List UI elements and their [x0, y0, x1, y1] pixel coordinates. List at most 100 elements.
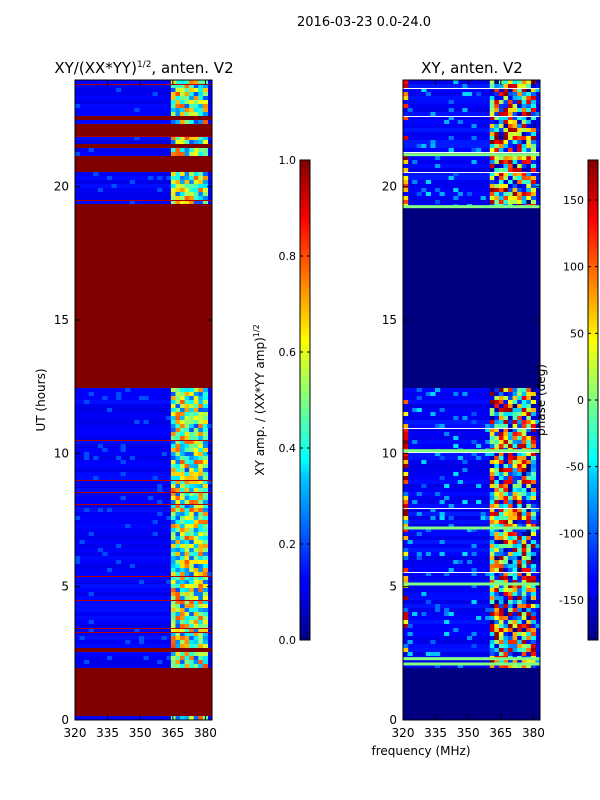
- colorbar-tick-label: 0.0: [279, 634, 297, 647]
- heat-cell: [175, 192, 181, 197]
- heat-cell: [106, 568, 113, 573]
- heat-cell: [517, 192, 523, 197]
- heat-cell: [193, 548, 199, 553]
- heat-row: [403, 524, 540, 529]
- heat-cell: [530, 636, 537, 641]
- heat-cell: [175, 564, 181, 569]
- heat-cell: [530, 564, 537, 569]
- heat-cell: [494, 436, 500, 441]
- heat-cell: [485, 608, 491, 613]
- heat-cell: [494, 596, 500, 601]
- heat-cell: [521, 596, 527, 601]
- heat-cell: [189, 716, 195, 720]
- heat-cell: [494, 660, 500, 665]
- heat-row: [75, 152, 212, 157]
- heat-cell: [494, 164, 500, 169]
- heat-cell: [189, 640, 195, 645]
- heat-cell: [184, 180, 190, 185]
- heat-cell: [189, 468, 195, 473]
- heat-cell: [494, 508, 500, 513]
- heat-cell: [430, 144, 436, 149]
- heat-cell: [517, 612, 523, 617]
- heat-cell: [498, 88, 505, 93]
- heat-cell: [184, 416, 190, 421]
- heat-cell: [503, 616, 509, 621]
- heat-cell: [170, 184, 177, 189]
- heat-row-saturated: [75, 268, 212, 273]
- heat-cell: [503, 652, 509, 657]
- heat-cell: [521, 100, 527, 105]
- heat-cell: [462, 500, 468, 505]
- heat-cell: [530, 604, 537, 609]
- heat-cell: [494, 480, 500, 485]
- heat-cell: [403, 624, 409, 629]
- heat-cell: [189, 148, 195, 153]
- heat-row-saturated: [75, 696, 212, 701]
- heat-cell: [530, 544, 537, 549]
- heat-cell: [189, 620, 195, 625]
- heat-cell: [138, 636, 145, 641]
- heat-cell: [88, 148, 94, 153]
- heat-cell: [508, 168, 514, 173]
- heat-cell: [503, 480, 509, 485]
- heat-cell: [116, 544, 122, 549]
- heat-row: [403, 252, 540, 257]
- heat-cell: [512, 616, 518, 621]
- heat-row: [75, 460, 212, 465]
- heat-cell: [521, 604, 527, 609]
- heat-cell: [193, 136, 199, 141]
- heat-row-saturated: [75, 116, 212, 121]
- heat-cell: [184, 596, 190, 601]
- heat-cell: [512, 100, 518, 105]
- heat-cell: [530, 524, 537, 529]
- heat-cell: [512, 184, 518, 189]
- heat-cell: [512, 432, 518, 437]
- heat-cell: [503, 104, 509, 109]
- heat-cell: [512, 396, 518, 401]
- heat-cell: [189, 140, 195, 145]
- heat-cell: [180, 196, 186, 201]
- colorbar-tick-label: -150: [559, 594, 584, 607]
- heat-cell: [489, 556, 495, 561]
- heat-row: [403, 460, 540, 465]
- heat-cell: [202, 532, 209, 537]
- heat-cell: [202, 96, 209, 101]
- heat-row: [403, 196, 540, 201]
- heat-cell: [170, 396, 177, 401]
- heat-row: [403, 300, 540, 305]
- heat-row: [403, 456, 540, 461]
- heat-row: [75, 108, 212, 113]
- heat-cell: [530, 644, 537, 649]
- heat-cell: [198, 404, 204, 409]
- heat-cell: [521, 148, 527, 153]
- heat-cell: [175, 584, 181, 589]
- heat-cell: [526, 592, 532, 597]
- heat-cell: [530, 536, 537, 541]
- heat-cell: [489, 652, 495, 657]
- heat-cell: [170, 492, 177, 497]
- heat-cell: [508, 576, 514, 581]
- heat-row: [75, 188, 212, 193]
- heat-cell: [512, 664, 518, 669]
- heat-cell: [508, 476, 514, 481]
- heat-cell: [530, 476, 537, 481]
- heat-cell: [180, 84, 186, 89]
- heat-cell: [489, 660, 495, 665]
- shared-x-axis-label: frequency (MHz): [371, 744, 470, 758]
- heat-cell: [517, 664, 523, 669]
- heat-cell: [508, 452, 514, 457]
- x-tick-label: 380: [522, 726, 545, 740]
- heat-cell: [457, 560, 463, 565]
- heat-cell: [489, 636, 495, 641]
- heat-cell: [202, 588, 209, 593]
- heat-cell: [494, 100, 500, 105]
- heat-cell: [521, 184, 527, 189]
- heat-cell: [521, 664, 527, 669]
- heat-cell: [512, 660, 518, 665]
- heat-cell: [476, 616, 482, 621]
- heat-cell: [521, 504, 527, 509]
- heat-cell: [184, 80, 190, 85]
- heat-cell: [175, 188, 181, 193]
- heat-cell: [503, 420, 509, 425]
